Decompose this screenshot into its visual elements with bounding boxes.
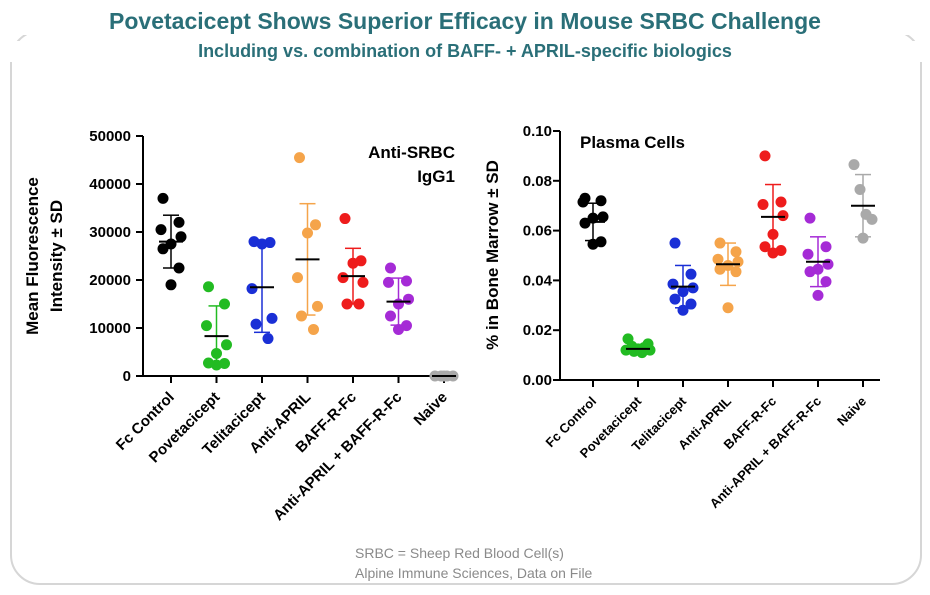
chart-title: IgG1 (417, 167, 455, 186)
data-point (383, 276, 394, 288)
slide-subtitle: Including vs. combination of BAFF- + APR… (0, 41, 930, 62)
data-point (393, 323, 404, 335)
data-point (393, 298, 404, 310)
x-tick-label: Naive (411, 389, 451, 429)
slide-title: Povetacicept Shows Superior Efficacy in … (0, 8, 930, 35)
data-point (341, 298, 353, 310)
data-point (246, 283, 258, 295)
data-point (155, 224, 167, 236)
data-point (173, 216, 185, 228)
data-point (175, 231, 187, 243)
data-point (165, 279, 177, 291)
data-point (201, 320, 212, 332)
data-point (403, 293, 414, 305)
data-point (211, 347, 222, 359)
y-tick-label: 50000 (89, 128, 131, 145)
data-point (385, 262, 396, 274)
y-axis-label: Mean Fluorescence (23, 177, 42, 335)
y-tick-label: 30000 (89, 224, 131, 241)
data-point (302, 227, 313, 239)
y-tick-label: 20000 (89, 272, 131, 289)
data-point (312, 300, 323, 312)
data-point (310, 219, 321, 231)
data-point (339, 213, 351, 225)
data-point (219, 298, 230, 310)
y-axis-label: Intensity ± SD (47, 200, 66, 312)
data-point (401, 275, 412, 287)
data-point (157, 243, 169, 255)
data-point (266, 312, 278, 324)
data-point (203, 281, 214, 293)
data-point (353, 298, 365, 310)
data-point (157, 192, 169, 204)
data-point (173, 262, 185, 274)
y-tick-label: 10000 (89, 320, 131, 337)
data-point (256, 238, 268, 250)
y-tick-label: 40000 (89, 176, 131, 193)
data-point (292, 272, 303, 284)
footnote-source: Alpine Immune Sciences, Data on File (355, 565, 593, 581)
data-point (308, 323, 319, 335)
data-point (357, 276, 369, 288)
data-point (337, 272, 349, 284)
data-point (221, 339, 232, 351)
data-point (294, 152, 305, 164)
data-point (296, 310, 307, 322)
data-point (211, 359, 222, 371)
data-point (347, 257, 359, 269)
chart-title: Anti-SRBC (368, 143, 455, 162)
data-point (250, 318, 262, 330)
y-tick-label: 0 (123, 368, 131, 385)
footnote-srbc: SRBC = Sheep Red Blood Cell(s) (355, 545, 564, 561)
data-point (385, 310, 396, 322)
data-point (262, 333, 274, 345)
